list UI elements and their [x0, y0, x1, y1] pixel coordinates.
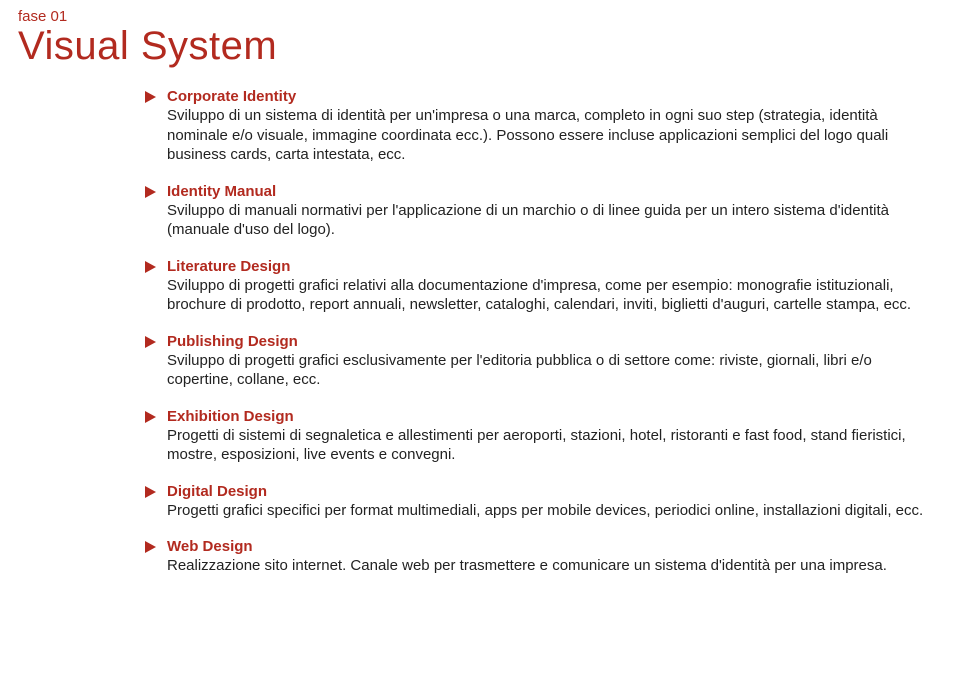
bullet-icon [145, 411, 156, 423]
section-exhibition-design: Exhibition Design Progetti di sistemi di… [145, 408, 939, 465]
section-body: Progetti grafici specifici per format mu… [167, 501, 939, 521]
section-body: Sviluppo di progetti grafici relativi al… [167, 276, 939, 315]
content-area: Corporate Identity Sviluppo di un sistem… [145, 88, 939, 594]
section-digital-design: Digital Design Progetti grafici specific… [145, 483, 939, 521]
section-title: Literature Design [167, 258, 939, 275]
section-title: Corporate Identity [167, 88, 939, 105]
section-web-design: Web Design Realizzazione sito internet. … [145, 538, 939, 576]
section-title: Web Design [167, 538, 939, 555]
section-title: Digital Design [167, 483, 939, 500]
bullet-icon [145, 261, 156, 273]
section-literature-design: Literature Design Sviluppo di progetti g… [145, 258, 939, 315]
section-title: Publishing Design [167, 333, 939, 350]
bullet-icon [145, 336, 156, 348]
section-body: Realizzazione sito internet. Canale web … [167, 556, 939, 576]
bullet-icon [145, 186, 156, 198]
section-body: Sviluppo di un sistema di identità per u… [167, 106, 939, 165]
bullet-icon [145, 486, 156, 498]
section-body: Sviluppo di manuali normativi per l'appl… [167, 201, 939, 240]
section-body: Sviluppo di progetti grafici esclusivame… [167, 351, 939, 390]
section-title: Exhibition Design [167, 408, 939, 425]
bullet-icon [145, 91, 156, 103]
page-title: Visual System [18, 24, 277, 69]
section-title: Identity Manual [167, 183, 939, 200]
bullet-icon [145, 541, 156, 553]
section-corporate-identity: Corporate Identity Sviluppo di un sistem… [145, 88, 939, 165]
section-body: Progetti di sistemi di segnaletica e all… [167, 426, 939, 465]
section-identity-manual: Identity Manual Sviluppo di manuali norm… [145, 183, 939, 240]
section-publishing-design: Publishing Design Sviluppo di progetti g… [145, 333, 939, 390]
phase-label: fase 01 [18, 8, 67, 25]
